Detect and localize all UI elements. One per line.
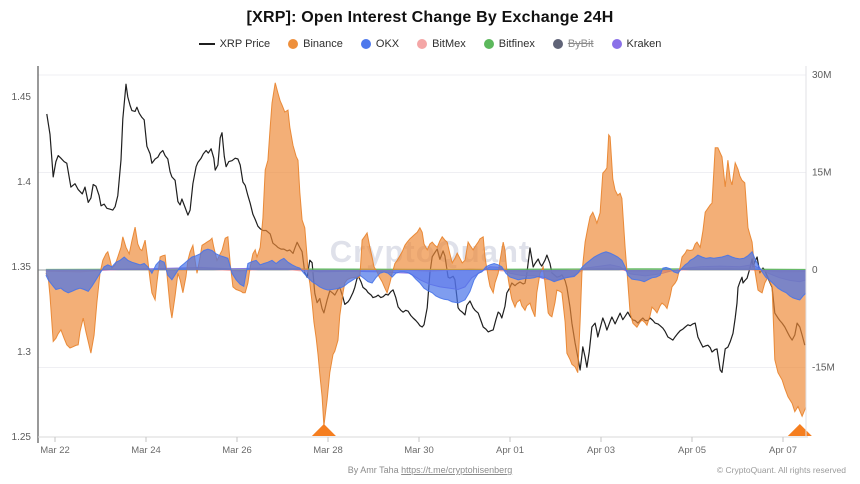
series-xrp-price: [46, 83, 806, 373]
x-tick: Apr 07: [769, 445, 797, 456]
axes: [37, 66, 808, 443]
legend-item-okx[interactable]: OKX: [360, 38, 400, 50]
y-right-tick: -15M: [812, 363, 835, 374]
legend-swatch-okx: [360, 39, 371, 49]
x-tick: Apr 01: [496, 445, 524, 456]
legend-swatch-kraken: [611, 39, 622, 49]
copyright-notice: © CryptoQuant. All rights reserved: [716, 465, 846, 475]
y-right-tick: 15M: [812, 168, 831, 179]
legend-item-bitmex[interactable]: BitMex: [417, 38, 466, 50]
x-tick: Apr 05: [678, 445, 706, 456]
series-group: [45, 82, 806, 427]
legend-swatch-bitmex: [417, 39, 428, 49]
y-left-tick: 1.35: [12, 262, 32, 273]
legend-label-bitfinex: Bitfinex: [498, 38, 535, 50]
y-right-tick: 30M: [812, 70, 831, 81]
legend-label-xrp-price: XRP Price: [219, 38, 271, 50]
x-tick: Mar 30: [404, 445, 434, 456]
legend-swatch-binance: [288, 39, 299, 49]
axis-labels: 1.45 1.4 1.35 1.3 1.25 30M 15M 0 -15M Mar 22 Mar 2…: [12, 70, 835, 456]
y-left-tick: 1.45: [12, 92, 32, 103]
series-binance: [45, 82, 806, 427]
attribution-author: By Amr Taha: [347, 465, 402, 475]
legend-item-xrp-price[interactable]: XRP Price: [198, 38, 271, 50]
legend-item-binance[interactable]: Binance: [288, 38, 343, 50]
x-tick: Mar 24: [131, 445, 161, 456]
attribution: By Amr Taha https://t.me/cryptohisenberg: [0, 465, 860, 475]
legend-swatch-bybit: [552, 39, 563, 49]
legend-swatch-bitfinex: [483, 39, 494, 49]
y-left-tick: 1.4: [17, 177, 31, 188]
legend-swatch-xrp-price: [198, 43, 215, 45]
legend-label-kraken: Kraken: [626, 38, 662, 50]
legend-label-bybit: ByBit: [567, 38, 594, 50]
legend: XRP Price Binance OKX BitMex Bitfinex ByBit Kr…: [0, 38, 860, 50]
series-okx: [45, 248, 806, 304]
x-tick: Mar 22: [40, 445, 70, 456]
offscale-marker-2: [787, 424, 812, 436]
legend-label-bitmex: BitMex: [432, 38, 466, 50]
x-tick: Mar 26: [222, 445, 252, 456]
legend-item-bitfinex[interactable]: Bitfinex: [483, 38, 535, 50]
legend-label-binance: Binance: [303, 38, 343, 50]
chart-title: [XRP]: Open Interest Change By Exchange …: [246, 9, 614, 26]
y-left-tick: 1.25: [12, 432, 32, 443]
legend-item-kraken[interactable]: Kraken: [611, 38, 662, 50]
legend-label-okx: OKX: [375, 38, 400, 50]
x-tick: Apr 03: [587, 445, 615, 456]
legend-item-bybit[interactable]: ByBit: [552, 38, 594, 50]
attribution-link[interactable]: https://t.me/cryptohisenberg: [401, 465, 513, 475]
offscale-marker-1: [311, 424, 336, 436]
y-left-tick: 1.3: [17, 347, 31, 358]
gridlines: [38, 74, 806, 368]
x-tick: Mar 28: [313, 445, 343, 456]
y-right-tick: 0: [812, 265, 818, 276]
